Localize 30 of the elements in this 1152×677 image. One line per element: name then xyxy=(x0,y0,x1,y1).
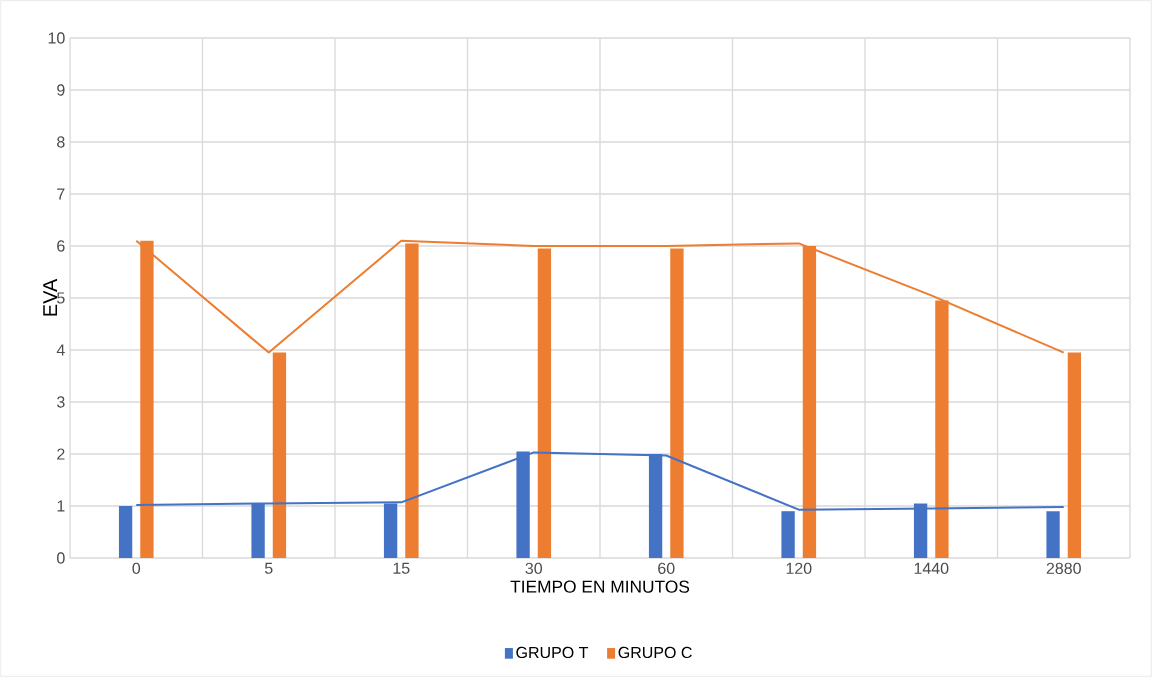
x-tick-label: 2880 xyxy=(1046,562,1081,575)
x-tick-label: 5 xyxy=(264,562,273,574)
x-tick-label: 120 xyxy=(786,562,812,575)
x-tick-label: 15 xyxy=(393,562,410,574)
bar xyxy=(781,511,795,558)
y-tick-label: 7 xyxy=(57,188,65,200)
bar xyxy=(118,505,133,558)
bar xyxy=(670,248,684,558)
bar xyxy=(272,352,287,558)
x-tick-label: 30 xyxy=(525,562,543,575)
y-axis-title: EVA xyxy=(43,278,58,316)
bar xyxy=(537,248,552,558)
y-tick-label: 1 xyxy=(57,500,65,512)
x-tick-label: 1440 xyxy=(914,562,949,575)
y-tick-label: 10 xyxy=(48,32,65,44)
legend-label: GRUPO T xyxy=(516,646,589,659)
y-tick-label: 6 xyxy=(57,240,65,252)
y-tick-label: 3 xyxy=(57,396,65,408)
y-tick-label: 4 xyxy=(56,344,65,356)
legend-label: GRUPO C xyxy=(618,646,692,659)
y-tick-label: 9 xyxy=(57,84,65,96)
bar xyxy=(1067,352,1082,558)
y-tick-label: 0 xyxy=(57,552,65,564)
x-axis-title: TIEMPO EN MINUTOS xyxy=(510,580,690,593)
y-tick-label: 5 xyxy=(57,292,65,304)
bar xyxy=(1046,511,1060,558)
y-tick-label: 8 xyxy=(57,136,65,148)
x-tick-label: 60 xyxy=(658,562,675,575)
x-tick-label: 0 xyxy=(132,562,141,575)
y-tick-label: 2 xyxy=(57,448,65,460)
